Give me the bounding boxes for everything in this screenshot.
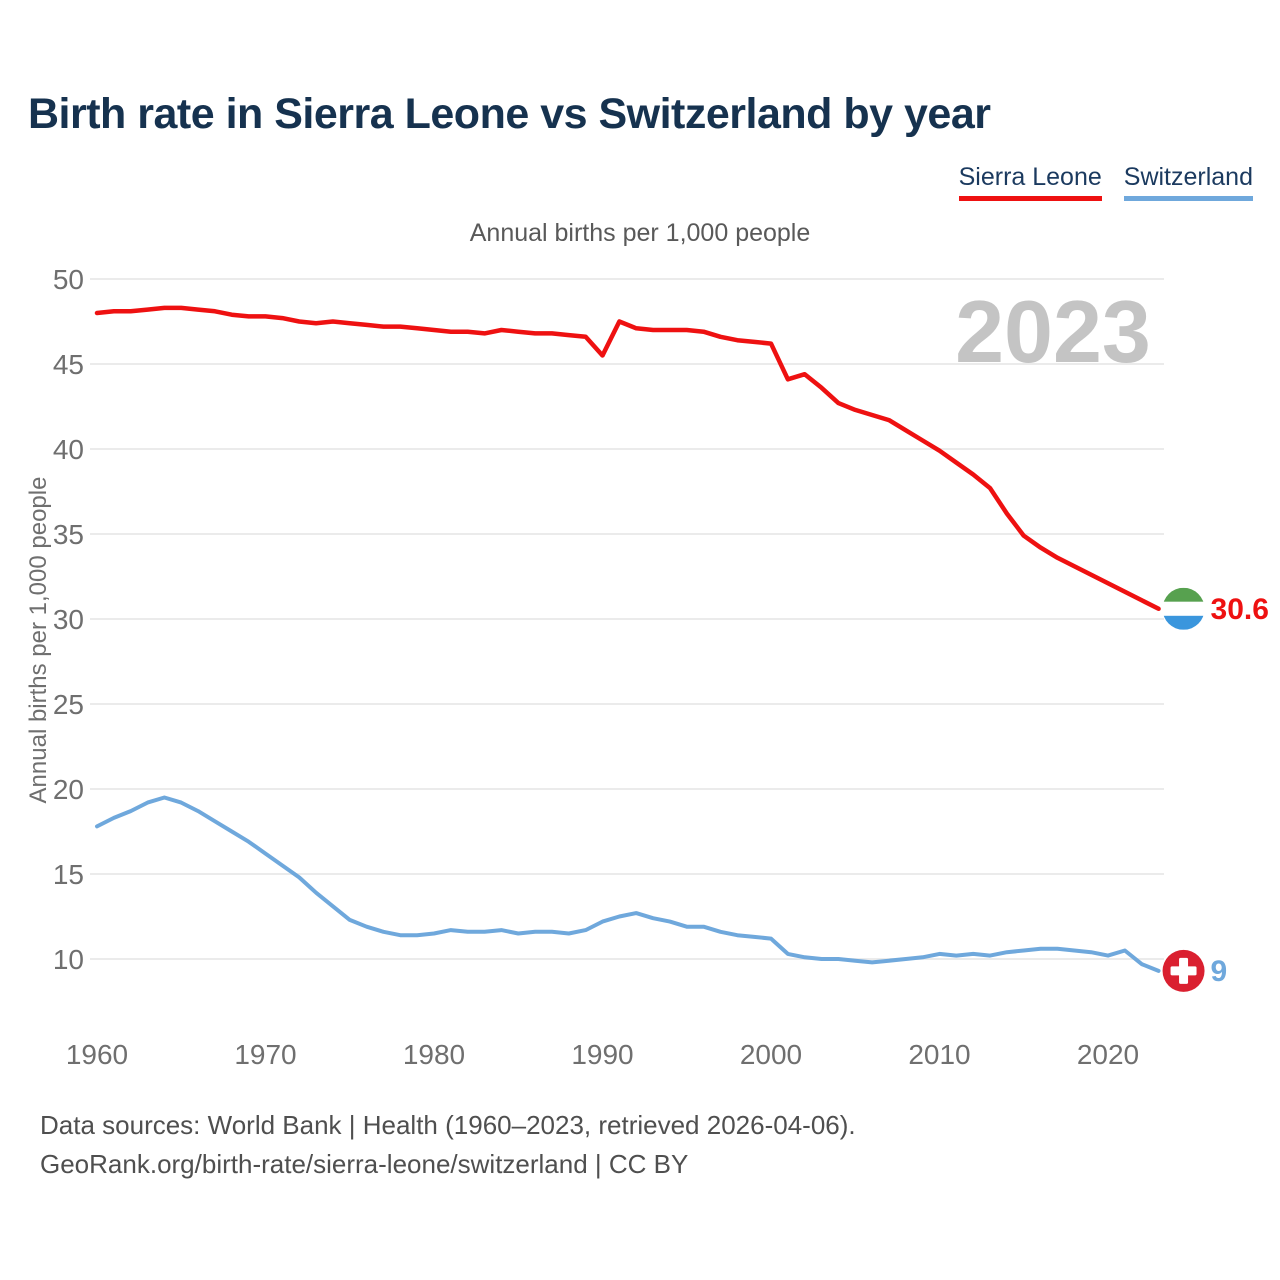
legend: Sierra Leone Switzerland bbox=[958, 163, 1253, 201]
flag-cross-vertical bbox=[1179, 957, 1189, 984]
y-tick-label: 50 bbox=[53, 264, 84, 295]
y-tick-label: 20 bbox=[53, 774, 84, 805]
legend-item-switzerland[interactable]: Switzerland bbox=[1123, 163, 1253, 201]
x-tick-label: 2000 bbox=[740, 1039, 802, 1070]
footer-attribution: GeoRank.org/birth-rate/sierra-leone/swit… bbox=[40, 1149, 689, 1179]
y-tick-label: 30 bbox=[53, 604, 84, 635]
sierra-leone-flag-icon bbox=[1162, 587, 1205, 630]
legend-item-sierra-leone[interactable]: Sierra Leone bbox=[958, 163, 1102, 201]
footer: Data sources: World Bank | Health (1960–… bbox=[40, 1106, 856, 1184]
flag-stripe-green bbox=[1162, 587, 1205, 602]
x-tick-label: 2010 bbox=[908, 1039, 970, 1070]
x-axis-tick-labels: 1960 1970 1980 1990 2000 2010 2020 bbox=[66, 1039, 1139, 1070]
y-axis-title: Annual births per 1,000 people bbox=[25, 477, 52, 804]
flag-stripe-white bbox=[1162, 601, 1205, 616]
footer-sources: Data sources: World Bank | Health (1960–… bbox=[40, 1110, 856, 1140]
x-tick-label: 1990 bbox=[571, 1039, 633, 1070]
page-title: Birth rate in Sierra Leone vs Switzerlan… bbox=[28, 90, 991, 138]
chart-subtitle: Annual births per 1,000 people bbox=[469, 219, 811, 247]
sierra-leone-end-value: 30.6 bbox=[1211, 593, 1269, 626]
y-tick-label: 10 bbox=[53, 944, 84, 975]
switzerland-end-value: 9 bbox=[1211, 955, 1228, 988]
legend-label-switzerland: Switzerland bbox=[1123, 163, 1253, 191]
legend-swatch-sierra-leone bbox=[958, 196, 1102, 201]
x-tick-label: 1980 bbox=[403, 1039, 465, 1070]
watermark-year: 2023 bbox=[955, 282, 1151, 381]
y-axis-tick-labels: 10 15 20 25 30 35 40 45 50 bbox=[53, 264, 84, 975]
series-lines bbox=[94, 305, 1161, 973]
y-tick-label: 45 bbox=[53, 349, 84, 380]
switzerland-line bbox=[95, 795, 1161, 973]
y-tick-label: 35 bbox=[53, 519, 84, 550]
y-tick-label: 25 bbox=[53, 689, 84, 720]
legend-swatch-switzerland bbox=[1123, 196, 1253, 201]
x-tick-label: 2020 bbox=[1077, 1039, 1139, 1070]
legend-label-sierra-leone: Sierra Leone bbox=[958, 163, 1102, 191]
x-tick-label: 1960 bbox=[66, 1039, 128, 1070]
y-tick-label: 15 bbox=[53, 859, 84, 890]
flag-stripe-blue bbox=[1162, 615, 1205, 630]
y-tick-label: 40 bbox=[53, 434, 84, 465]
switzerland-flag-icon bbox=[1162, 949, 1205, 992]
gridlines bbox=[90, 278, 1164, 960]
end-markers: 30.69 bbox=[1162, 587, 1269, 992]
sierra-leone-line bbox=[94, 305, 1161, 612]
x-tick-label: 1970 bbox=[234, 1039, 296, 1070]
